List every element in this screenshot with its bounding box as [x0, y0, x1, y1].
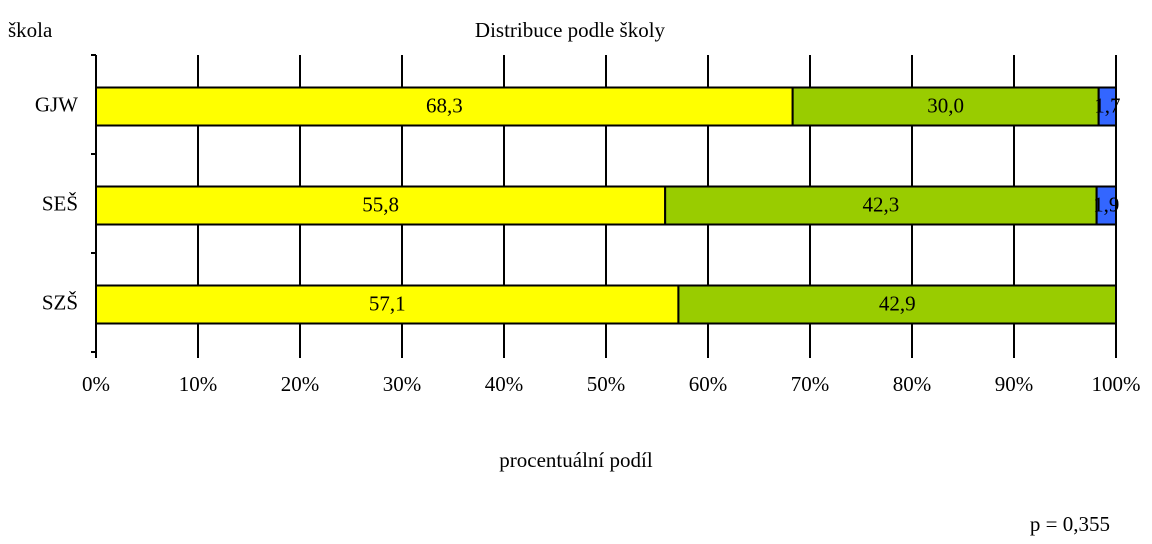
value-label: 1,7	[1094, 93, 1120, 117]
x-tick-label: 40%	[485, 372, 524, 396]
value-label: 55,8	[362, 192, 399, 216]
x-tick-label: 20%	[281, 372, 320, 396]
x-tick-label: 100%	[1092, 372, 1141, 396]
x-tick-label: 50%	[587, 372, 626, 396]
y-tick-label: GJW	[35, 92, 78, 116]
value-label: 68,3	[426, 93, 463, 117]
x-tick-label: 10%	[179, 372, 218, 396]
x-tick-label: 0%	[82, 372, 110, 396]
x-tick-label: 80%	[893, 372, 932, 396]
bar-segment	[664, 185, 1098, 226]
value-label: 42,9	[879, 291, 916, 315]
x-tick-label: 30%	[383, 372, 422, 396]
bar-segment	[1097, 86, 1118, 127]
y-tick-label: SZŠ	[42, 290, 78, 314]
y-tick-label: SEŠ	[42, 191, 78, 215]
value-label: 42,3	[863, 192, 900, 216]
y-axis-title: škola	[8, 18, 53, 42]
value-label: 1,9	[1093, 192, 1119, 216]
x-tick-label: 60%	[689, 372, 728, 396]
value-label: 57,1	[369, 291, 406, 315]
x-tick-label: 90%	[995, 372, 1034, 396]
bar-segment	[1095, 185, 1117, 226]
bar-segment	[677, 284, 1117, 325]
chart-title: Distribuce podle školy	[475, 18, 666, 42]
bar-segment	[95, 284, 680, 325]
annotation: p = 0,355	[1030, 512, 1110, 536]
x-axis-title: procentuální podíl	[499, 448, 653, 472]
value-label: 30,0	[927, 93, 964, 117]
x-tick-label: 70%	[791, 372, 830, 396]
